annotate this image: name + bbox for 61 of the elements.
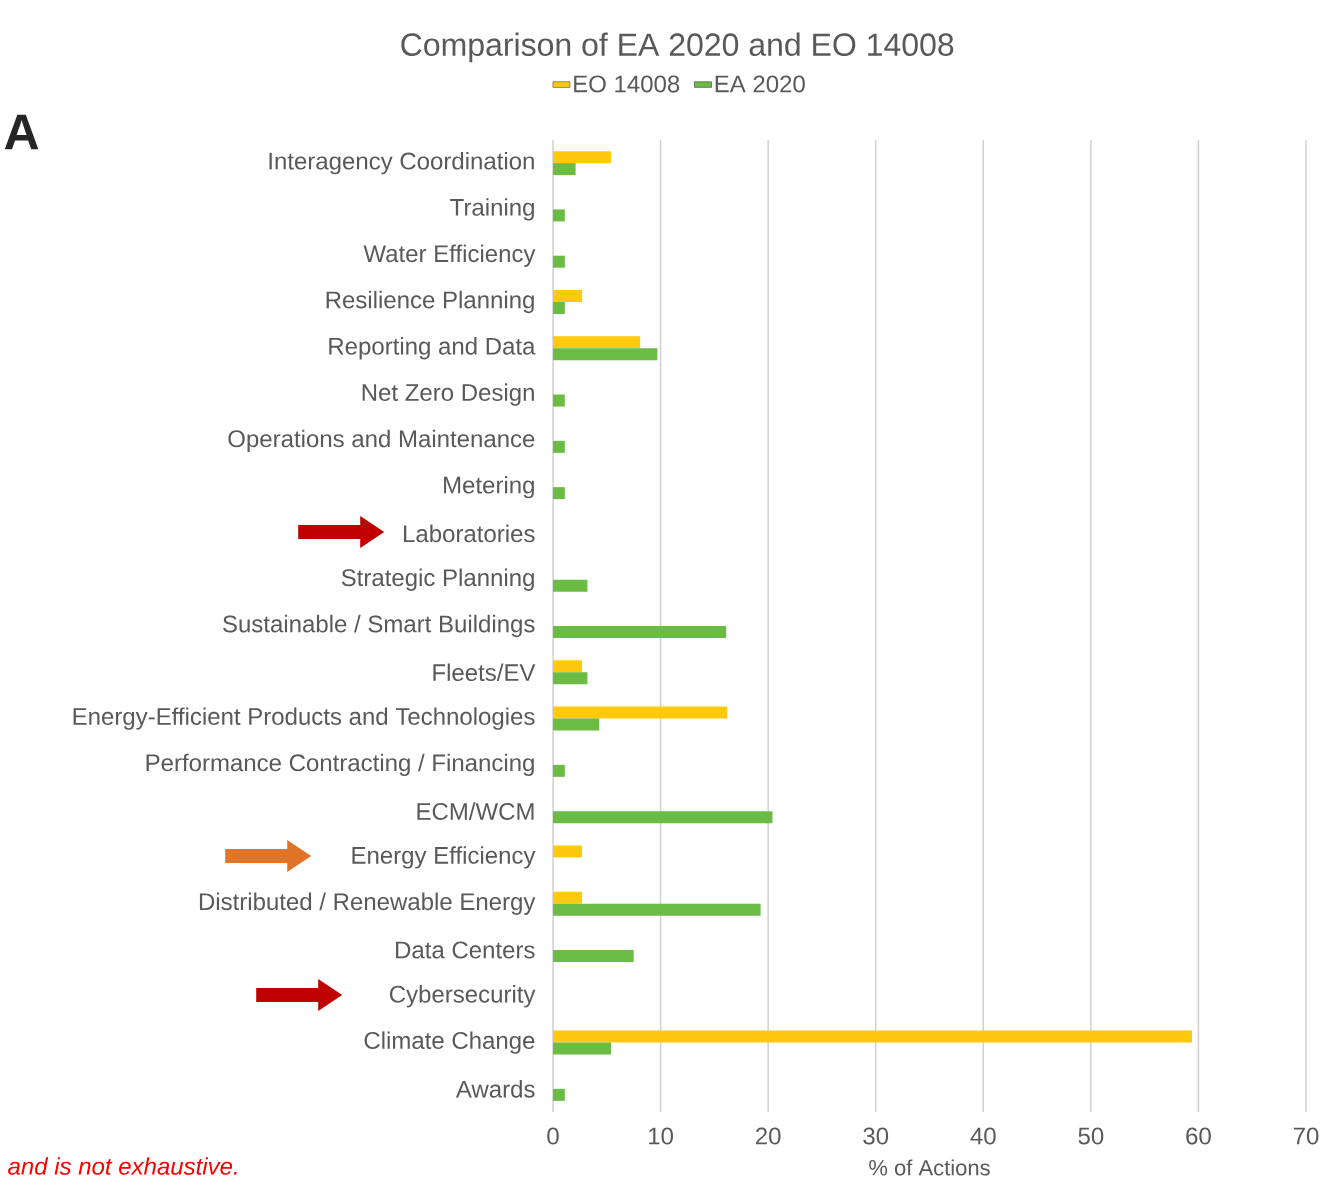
y-tick-label: Data Centers [396, 941, 535, 959]
bar [553, 764, 565, 777]
bar [553, 1088, 565, 1101]
y-tick-label: ECM/WCM [417, 802, 534, 820]
bar [553, 163, 576, 176]
bar [553, 487, 565, 500]
bar [553, 950, 634, 962]
legend-label: EO 14008 [574, 75, 680, 93]
bar [553, 255, 565, 268]
y-tick-label: Awards [455, 1080, 535, 1098]
bar [553, 891, 583, 904]
x-tick-label: 30 [863, 1127, 889, 1145]
x-tick-label: 20 [756, 1127, 781, 1145]
x-tick-label: 0 [547, 1127, 559, 1145]
y-tick-label: Distributed / Renewable Energy [199, 892, 536, 915]
bar [553, 151, 612, 164]
x-tick-label: 10 [649, 1127, 673, 1145]
y-tick-label: Net Zero Design [362, 383, 534, 406]
y-tick-label: Performance Contracting / Financing [146, 753, 534, 777]
x-tick-label: 70 [1293, 1127, 1319, 1145]
y-tick-label: Fleets/EV [433, 663, 536, 682]
chart-title: Comparison of EA 2020 and EO 14008 [401, 32, 954, 63]
bar [553, 672, 588, 685]
bar [553, 394, 565, 407]
bar [553, 209, 565, 222]
bar [553, 289, 583, 302]
bar [553, 579, 588, 592]
y-tick-label: Climate Change [364, 1031, 535, 1054]
bar [553, 348, 658, 361]
y-tick-label: Operations and Maintenance [228, 429, 535, 453]
y-tick-label: Metering [444, 475, 534, 499]
bar [553, 625, 727, 638]
bar [553, 718, 600, 731]
bar [553, 1042, 612, 1055]
bar [553, 440, 565, 453]
x-axis-title: % of Actions [869, 1159, 990, 1176]
bar [553, 301, 565, 314]
bar [553, 845, 583, 858]
bar [553, 811, 773, 824]
bar [553, 706, 728, 719]
x-tick-label: 50 [1078, 1127, 1104, 1145]
bar [553, 336, 641, 349]
text: A [4, 114, 39, 150]
y-tick-label: Resilience Planning [326, 290, 534, 314]
y-tick-label: Laboratories [404, 524, 535, 543]
y-tick-label: Cybersecurity [389, 985, 536, 1008]
bar [553, 660, 583, 673]
y-tick-label: Energy-Efficient Products and Technologies [73, 707, 535, 730]
bar [553, 1030, 1192, 1043]
y-tick-label: Sustainable / Smart Buildings [223, 614, 535, 638]
y-tick-label: Water Efficiency [363, 244, 536, 267]
y-tick-label: Strategic Planning [341, 568, 534, 591]
text: and is not exhaustive. [8, 1157, 237, 1175]
y-tick-label: Interagency Coordination [269, 151, 534, 175]
y-tick-label: Training [450, 198, 534, 221]
y-tick-label: Energy Efficiency [352, 846, 536, 869]
y-tick-label: Reporting and Data [329, 337, 536, 360]
x-tick-label: 40 [970, 1127, 996, 1145]
legend-label: EA 2020 [715, 75, 805, 93]
bar [553, 903, 761, 916]
x-tick-label: 60 [1186, 1127, 1211, 1145]
